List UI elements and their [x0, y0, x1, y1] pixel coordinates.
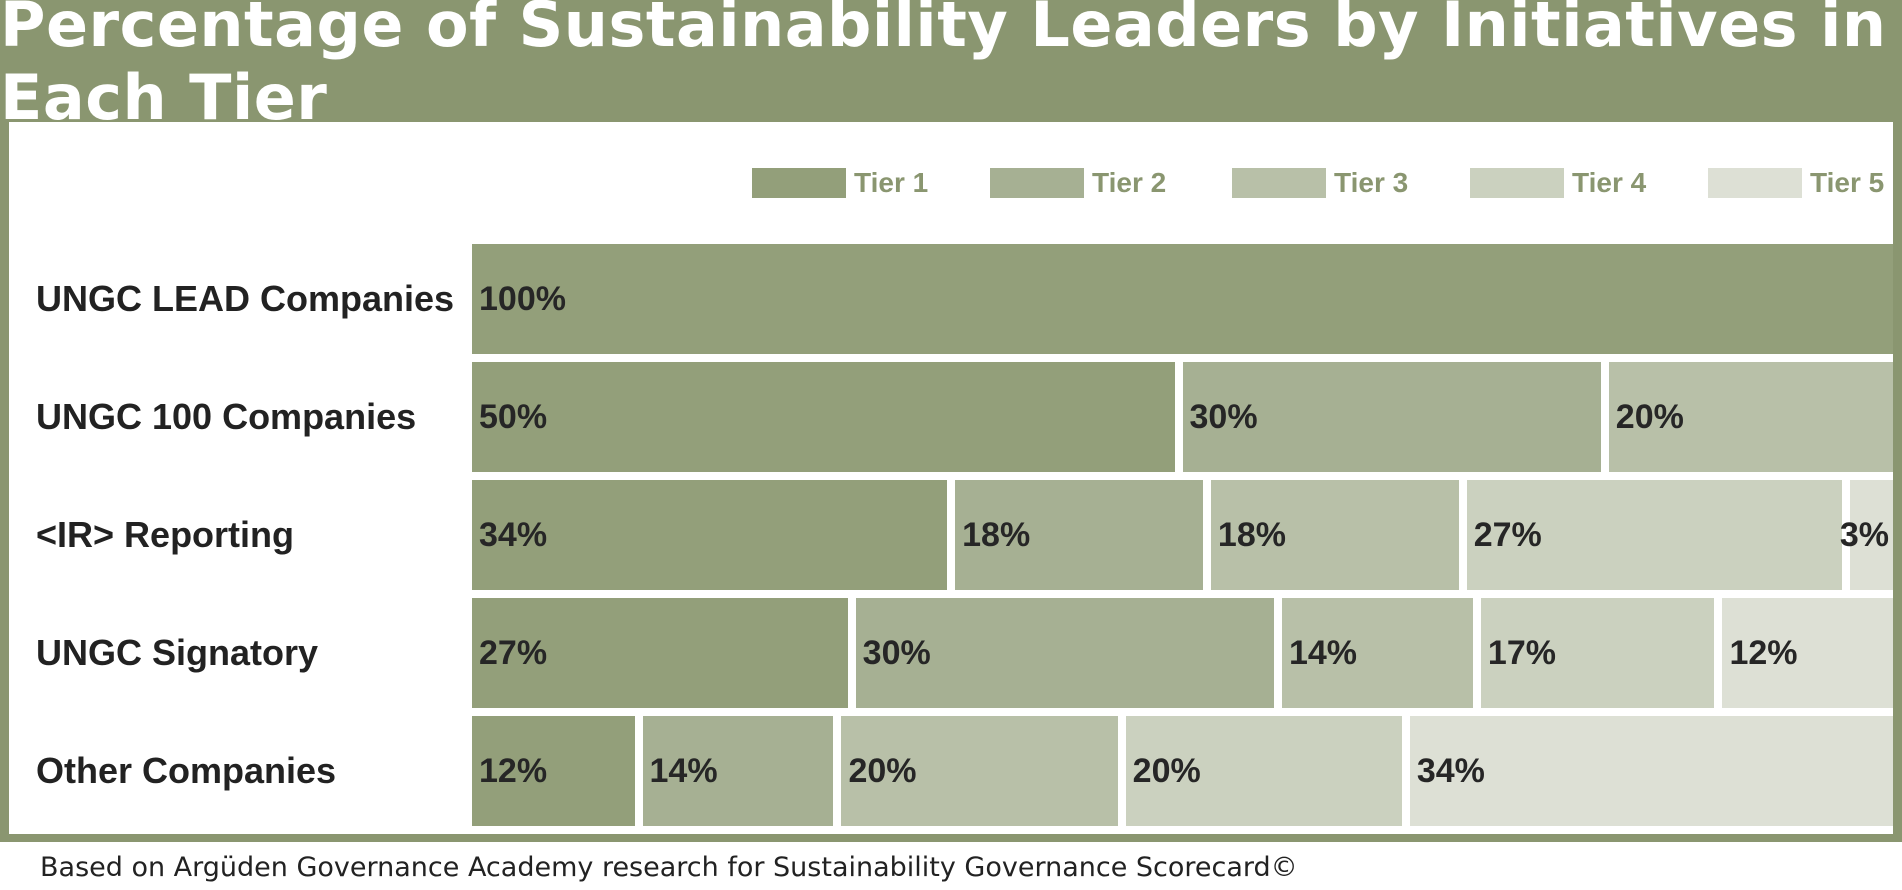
category-label: <IR> Reporting	[36, 514, 295, 555]
legend-swatch	[1470, 168, 1564, 198]
bar-segment-tier-4: 27%	[1466, 480, 1843, 590]
data-label: 20%	[848, 751, 917, 790]
data-label: 3%	[1839, 515, 1889, 554]
legend-swatch	[1232, 168, 1326, 198]
bar-segment-tier-1: 27%	[472, 598, 848, 708]
chart-panel: Tier 1 Tier 2 Tier 3 Tier 4 Tier 5 UNGC LEAD…	[9, 122, 1893, 834]
legend-label: Tier 5	[1810, 167, 1885, 198]
legend-item-tier-5: Tier 5	[1708, 167, 1885, 198]
bar-segment-tier-5: 12%	[1722, 598, 1893, 708]
legend-swatch	[990, 168, 1084, 198]
bar-segment-tier-2: 14%	[642, 716, 834, 826]
bar-segment-tier-3: 18%	[1210, 480, 1459, 590]
data-label: 18%	[962, 515, 1031, 554]
data-label: 17%	[1487, 633, 1556, 672]
data-label: 18%	[1217, 515, 1286, 554]
bar-segment-tier-3: 20%	[1608, 362, 1893, 472]
bar-segment-tier-1: 34%	[472, 480, 948, 590]
data-label: 12%	[1729, 633, 1798, 672]
legend: Tier 1 Tier 2 Tier 3 Tier 4 Tier 5	[9, 122, 1893, 222]
bar-segment-tier-2: 30%	[855, 598, 1274, 708]
category-label: UNGC LEAD Companies	[36, 278, 455, 319]
bar-segment-tier-3: 14%	[1281, 598, 1473, 708]
data-label: 30%	[1189, 397, 1258, 436]
data-label: 20%	[1132, 751, 1201, 790]
bar-segment-tier-1: 100%	[472, 244, 1893, 354]
bar-segment-tier-3: 20%	[841, 716, 1118, 826]
data-label: 20%	[1615, 397, 1684, 436]
bar-segment-tier-5: 34%	[1409, 716, 1893, 826]
data-label: 50%	[479, 397, 548, 436]
legend-swatch	[752, 168, 846, 198]
data-label: 100%	[479, 279, 566, 318]
data-label: 34%	[1416, 751, 1485, 790]
legend-label: Tier 1	[854, 167, 929, 198]
category-label: UNGC Signatory	[36, 632, 319, 673]
footnote: Based on Argüden Governance Academy rese…	[40, 852, 1298, 883]
legend-swatch	[1708, 168, 1802, 198]
bar-segment-tier-1: 50%	[472, 362, 1175, 472]
data-label: 34%	[479, 515, 548, 554]
bar-segment-tier-2: 30%	[1182, 362, 1601, 472]
legend-item-tier-2: Tier 2	[990, 167, 1167, 198]
bar-segment-tier-2: 18%	[955, 480, 1203, 590]
bar-segment-tier-4: 17%	[1480, 598, 1715, 708]
legend-label: Tier 2	[1092, 167, 1167, 198]
legend-item-tier-4: Tier 4	[1470, 167, 1647, 198]
data-label: 14%	[649, 751, 718, 790]
data-label: 27%	[479, 633, 548, 672]
bar-segment-tier-4: 20%	[1125, 716, 1402, 826]
bar-segment-tier-1: 12%	[472, 716, 635, 826]
legend-item-tier-1: Tier 1	[752, 167, 929, 198]
category-label: UNGC 100 Companies	[36, 396, 417, 437]
bar-segment-tier-5: 3%	[1840, 480, 1893, 590]
data-label: 14%	[1288, 633, 1358, 672]
chart-title: Percentage of Sustainability Leaders by …	[0, 0, 1887, 134]
legend-item-tier-3: Tier 3	[1232, 167, 1409, 198]
data-label: 27%	[1473, 515, 1542, 554]
category-label: Other Companies	[36, 750, 337, 791]
legend-label: Tier 4	[1572, 167, 1647, 198]
data-label: 30%	[862, 633, 931, 672]
legend-label: Tier 3	[1334, 167, 1409, 198]
chart-frame: Percentage of Sustainability Leaders by …	[0, 0, 1902, 842]
data-label: 12%	[479, 751, 548, 790]
